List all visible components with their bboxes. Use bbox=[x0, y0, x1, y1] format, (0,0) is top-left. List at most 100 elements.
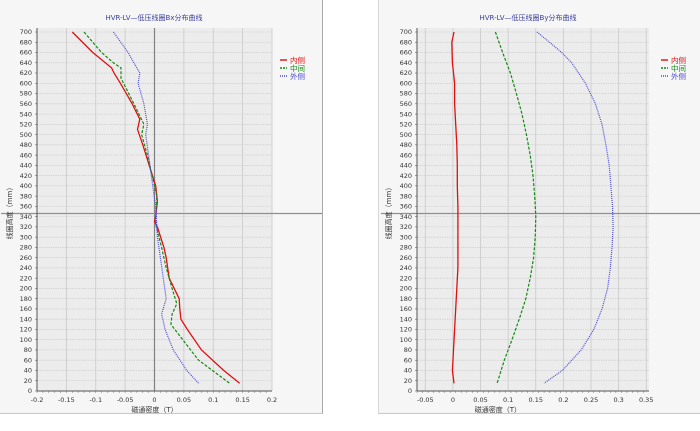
y-tick-label: 120 bbox=[400, 326, 412, 334]
y-tick-label: 220 bbox=[20, 274, 32, 282]
y-tick-label: 180 bbox=[20, 295, 32, 303]
x-tick-label: 0.15 bbox=[529, 396, 543, 404]
y-tick-label: 640 bbox=[400, 59, 412, 67]
x-tick-label: 0.2 bbox=[267, 396, 277, 404]
y-tick-label: 260 bbox=[400, 254, 412, 262]
y-axis-label: 线圈高度（mm） bbox=[384, 184, 393, 240]
legend-item: 外侧 bbox=[280, 71, 305, 81]
y-tick-label: 160 bbox=[20, 305, 32, 313]
y-tick-label: 0 bbox=[28, 387, 32, 395]
y-tick-label: 140 bbox=[20, 315, 32, 323]
legend-label: 内侧 bbox=[290, 55, 305, 65]
x-tick-label: 0.1 bbox=[503, 396, 513, 404]
y-tick-label: 340 bbox=[20, 213, 32, 221]
y-tick-label: 380 bbox=[20, 192, 32, 200]
series-line-3 bbox=[536, 31, 614, 384]
y-tick-label: 220 bbox=[400, 274, 412, 282]
x-tick-label: 0 bbox=[451, 396, 455, 404]
y-tick-label: 600 bbox=[400, 79, 412, 87]
y-axis-label: 线圈高度（mm） bbox=[5, 184, 14, 240]
y-tick-label: 480 bbox=[400, 141, 412, 149]
x-tick-label: 0.1 bbox=[208, 396, 218, 404]
chart-panel-by: 0 20 40 60 80 100 120 140 160 180 200 220 240 260 280 3… bbox=[378, 0, 700, 414]
x-tick-label: -0.1 bbox=[89, 396, 102, 404]
x-tick-label: -0.15 bbox=[58, 396, 75, 404]
y-tick-label: 60 bbox=[24, 356, 32, 364]
y-tick-label: 440 bbox=[400, 162, 412, 170]
y-tick-label: 680 bbox=[400, 38, 412, 46]
y-tick-label: 560 bbox=[400, 100, 412, 108]
x-tick-label: -0.05 bbox=[417, 396, 434, 404]
y-tick-label: 80 bbox=[24, 346, 32, 354]
y-tick-label: 480 bbox=[20, 141, 32, 149]
y-tick-label: 280 bbox=[400, 244, 412, 252]
y-tick-label: 80 bbox=[404, 346, 412, 354]
y-tick-label: 500 bbox=[20, 131, 32, 139]
chart-title: HVR-LV—低压线圈By分布曲线 bbox=[479, 13, 576, 22]
legend-item: 中间 bbox=[280, 63, 305, 73]
y-tick-label: 100 bbox=[400, 336, 412, 344]
legend-item: 中间 bbox=[661, 63, 686, 73]
legend-label: 内侧 bbox=[671, 55, 686, 65]
y-tick-label: 100 bbox=[20, 336, 32, 344]
legend-item: 内侧 bbox=[280, 55, 305, 65]
y-tick-label: 420 bbox=[400, 172, 412, 180]
legend-label: 外侧 bbox=[290, 71, 305, 81]
y-tick-label: 40 bbox=[404, 367, 412, 375]
x-tick-label: 0 bbox=[152, 396, 156, 404]
y-tick-label: 580 bbox=[400, 90, 412, 98]
y-tick-label: 580 bbox=[20, 90, 32, 98]
y-tick-label: 460 bbox=[20, 151, 32, 159]
y-tick-label: 380 bbox=[400, 192, 412, 200]
y-tick-label: 120 bbox=[20, 326, 32, 334]
x-tick-label: -0.05 bbox=[117, 396, 134, 404]
y-tick-label: 700 bbox=[400, 28, 412, 36]
y-tick-label: 240 bbox=[20, 264, 32, 272]
y-tick-label: 0 bbox=[408, 387, 412, 395]
x-tick-label: 0.15 bbox=[235, 396, 249, 404]
y-tick-label: 40 bbox=[24, 367, 32, 375]
x-tick-label: 0.3 bbox=[613, 396, 623, 404]
x-tick-label: 0.05 bbox=[473, 396, 487, 404]
y-tick-label: 200 bbox=[400, 285, 412, 293]
y-tick-label: 60 bbox=[404, 356, 412, 364]
x-tick-label: -0.2 bbox=[31, 396, 44, 404]
y-tick-label: 540 bbox=[20, 110, 32, 118]
y-tick-label: 460 bbox=[400, 151, 412, 159]
y-tick-label: 260 bbox=[20, 254, 32, 262]
x-tick-label: 0.25 bbox=[584, 396, 598, 404]
y-tick-label: 300 bbox=[400, 233, 412, 241]
series-line-2 bbox=[494, 31, 537, 384]
y-tick-label: 340 bbox=[400, 213, 412, 221]
series-line-2 bbox=[83, 31, 231, 384]
y-tick-label: 520 bbox=[400, 121, 412, 129]
y-tick-label: 680 bbox=[20, 38, 32, 46]
y-tick-label: 180 bbox=[400, 295, 412, 303]
y-tick-label: 600 bbox=[20, 79, 32, 87]
y-tick-label: 660 bbox=[20, 49, 32, 57]
y-tick-label: 560 bbox=[20, 100, 32, 108]
y-tick-label: 440 bbox=[20, 162, 32, 170]
y-tick-label: 660 bbox=[400, 49, 412, 57]
y-tick-label: 400 bbox=[400, 182, 412, 190]
x-axis-label: 磁通密度（T） bbox=[131, 405, 177, 413]
series-line-1 bbox=[451, 31, 459, 384]
x-tick-label: 0.05 bbox=[177, 396, 191, 404]
chart-title: HVR-LV—低压线圈Bx分布曲线 bbox=[105, 13, 202, 22]
legend-item: 外侧 bbox=[661, 71, 686, 81]
by-chart: 0 20 40 60 80 100 120 140 160 180 200 220 240 260 280 3… bbox=[381, 13, 700, 413]
chart-panel-bx: 0 20 40 60 80 100 120 140 160 180 200 220 240 260 280 3… bbox=[0, 0, 323, 414]
y-tick-label: 280 bbox=[20, 244, 32, 252]
legend-label: 中间 bbox=[671, 63, 686, 73]
y-tick-label: 140 bbox=[400, 315, 412, 323]
y-tick-label: 620 bbox=[20, 69, 32, 77]
y-tick-label: 320 bbox=[20, 223, 32, 231]
y-tick-label: 360 bbox=[20, 203, 32, 211]
y-tick-label: 420 bbox=[20, 172, 32, 180]
y-tick-label: 300 bbox=[20, 233, 32, 241]
y-tick-label: 200 bbox=[20, 285, 32, 293]
legend-label: 外侧 bbox=[671, 71, 686, 81]
y-tick-label: 20 bbox=[404, 377, 412, 385]
y-tick-label: 240 bbox=[400, 264, 412, 272]
y-tick-label: 400 bbox=[20, 182, 32, 190]
